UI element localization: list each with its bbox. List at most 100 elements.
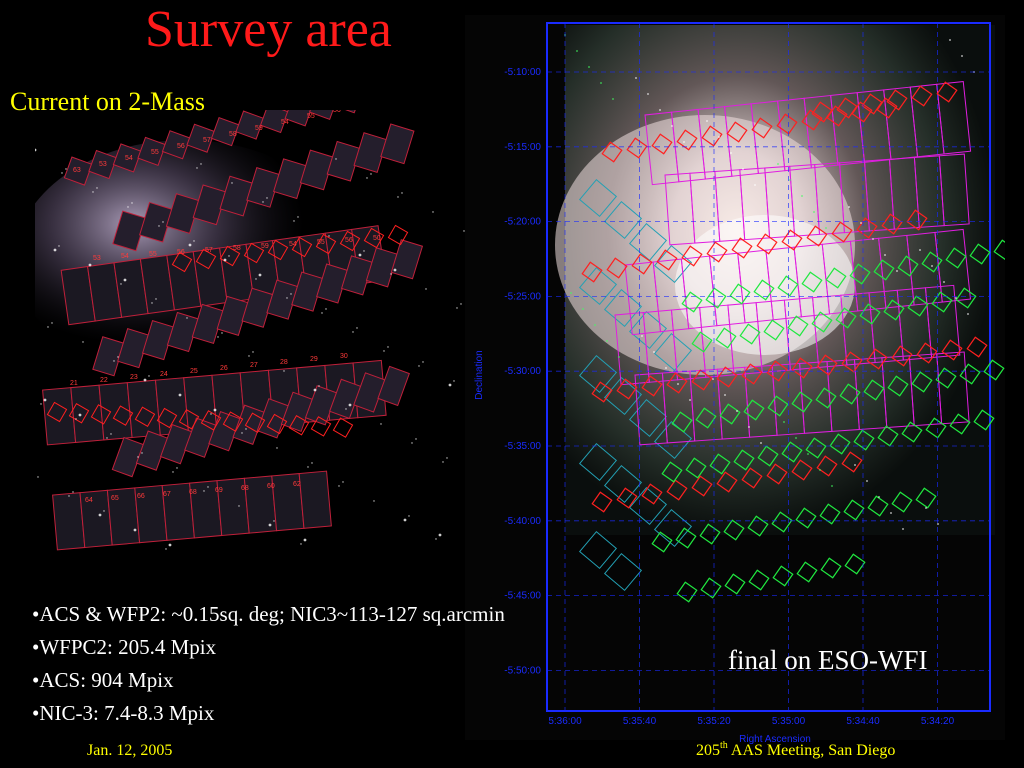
footprint-box (578, 442, 618, 482)
footprint-box (591, 381, 613, 403)
footprint-box (90, 404, 112, 425)
strip-label: 25 (190, 368, 198, 375)
footprint-box (811, 311, 833, 333)
star (345, 408, 347, 410)
strip-label: 50 (373, 235, 381, 242)
star (408, 515, 410, 517)
strip-label: 69 (215, 487, 223, 494)
star (373, 500, 375, 502)
footprint-box (941, 339, 963, 361)
footprint-box (653, 508, 693, 548)
star (435, 538, 437, 540)
star (82, 341, 84, 343)
footprint-box (891, 491, 913, 513)
star (370, 173, 372, 175)
star (196, 167, 198, 169)
star (96, 187, 98, 189)
footprint-box (705, 287, 727, 309)
footprint-box (772, 565, 794, 587)
footprint-box (906, 209, 928, 231)
strip-label: 56 (345, 237, 353, 244)
footprint-box (791, 459, 813, 481)
star (943, 281, 945, 283)
x-axis-label: Right Ascension (739, 734, 811, 745)
stats-item: •ACS & WFP2: ~0.15sq. deg; NIC3~113-127 … (32, 602, 505, 626)
footer-date: Jan. 12, 2005 (87, 742, 173, 759)
star (193, 240, 195, 242)
star (878, 496, 880, 498)
meeting-name: AAS Meeting, San Diego (727, 742, 896, 759)
y-tick-label: -5:20:00 (504, 217, 541, 228)
star (671, 125, 673, 127)
star (683, 141, 685, 143)
strip-label: 60 (267, 483, 275, 490)
footprint-box (756, 233, 778, 255)
tile (88, 149, 118, 180)
star (393, 268, 397, 272)
strip-label: 56 (177, 143, 185, 150)
star (422, 361, 424, 363)
strip-label: 28 (280, 359, 288, 366)
footprint-box (883, 299, 905, 321)
star (172, 471, 174, 473)
tile (112, 143, 142, 173)
star (276, 447, 278, 449)
strip-label: 57 (203, 137, 211, 144)
footprint-box (753, 279, 775, 301)
star (659, 109, 661, 111)
stats-item: •ACS: 904 Mpix (32, 668, 174, 692)
star (40, 403, 42, 405)
star (72, 491, 74, 493)
footprint-box (936, 351, 970, 425)
footprint-box (685, 457, 707, 479)
star (366, 177, 368, 179)
footprint-box (763, 319, 785, 341)
star (415, 438, 417, 440)
tile (210, 117, 240, 147)
star (131, 202, 133, 204)
footprint-box (766, 360, 788, 382)
footprint-box (829, 433, 851, 455)
footprint-box (924, 284, 961, 359)
star (255, 278, 257, 280)
star (176, 467, 178, 469)
star (754, 184, 756, 186)
star (68, 495, 70, 497)
star (736, 410, 738, 412)
footprint-box (841, 351, 863, 373)
star (168, 543, 172, 547)
footprint-box (581, 261, 603, 283)
strip-label: 54 (121, 253, 129, 260)
star (252, 351, 254, 353)
strip-label: 21 (70, 380, 78, 387)
footprint-box (915, 487, 937, 509)
footprint-box (691, 331, 713, 353)
star (635, 77, 637, 79)
star (321, 312, 323, 314)
star (133, 528, 137, 532)
star (51, 322, 53, 324)
star (53, 248, 57, 252)
star (92, 191, 94, 193)
footprint-box (820, 557, 842, 579)
footprint-box (603, 200, 643, 240)
footprint-box (628, 486, 668, 526)
footprint-box (969, 243, 991, 265)
star (162, 221, 164, 223)
star (268, 523, 272, 527)
footprint-box (731, 237, 753, 259)
star (273, 520, 275, 522)
star (245, 428, 247, 430)
footprint-box (739, 323, 761, 345)
footprint-box (591, 491, 613, 513)
star (325, 308, 327, 310)
footprint-box (825, 267, 847, 289)
strip-label: 27 (250, 362, 258, 369)
tile (377, 365, 410, 407)
tile (235, 110, 265, 140)
footprint-box (641, 375, 663, 397)
strip-label: 54 (289, 241, 297, 248)
left-survey-map: 63 53 54 55 56 57 58 59 54 55 56 50 53 54 55 56 57 58 59 54… (35, 110, 472, 551)
strip-label: 29 (310, 356, 318, 363)
star (760, 442, 762, 444)
